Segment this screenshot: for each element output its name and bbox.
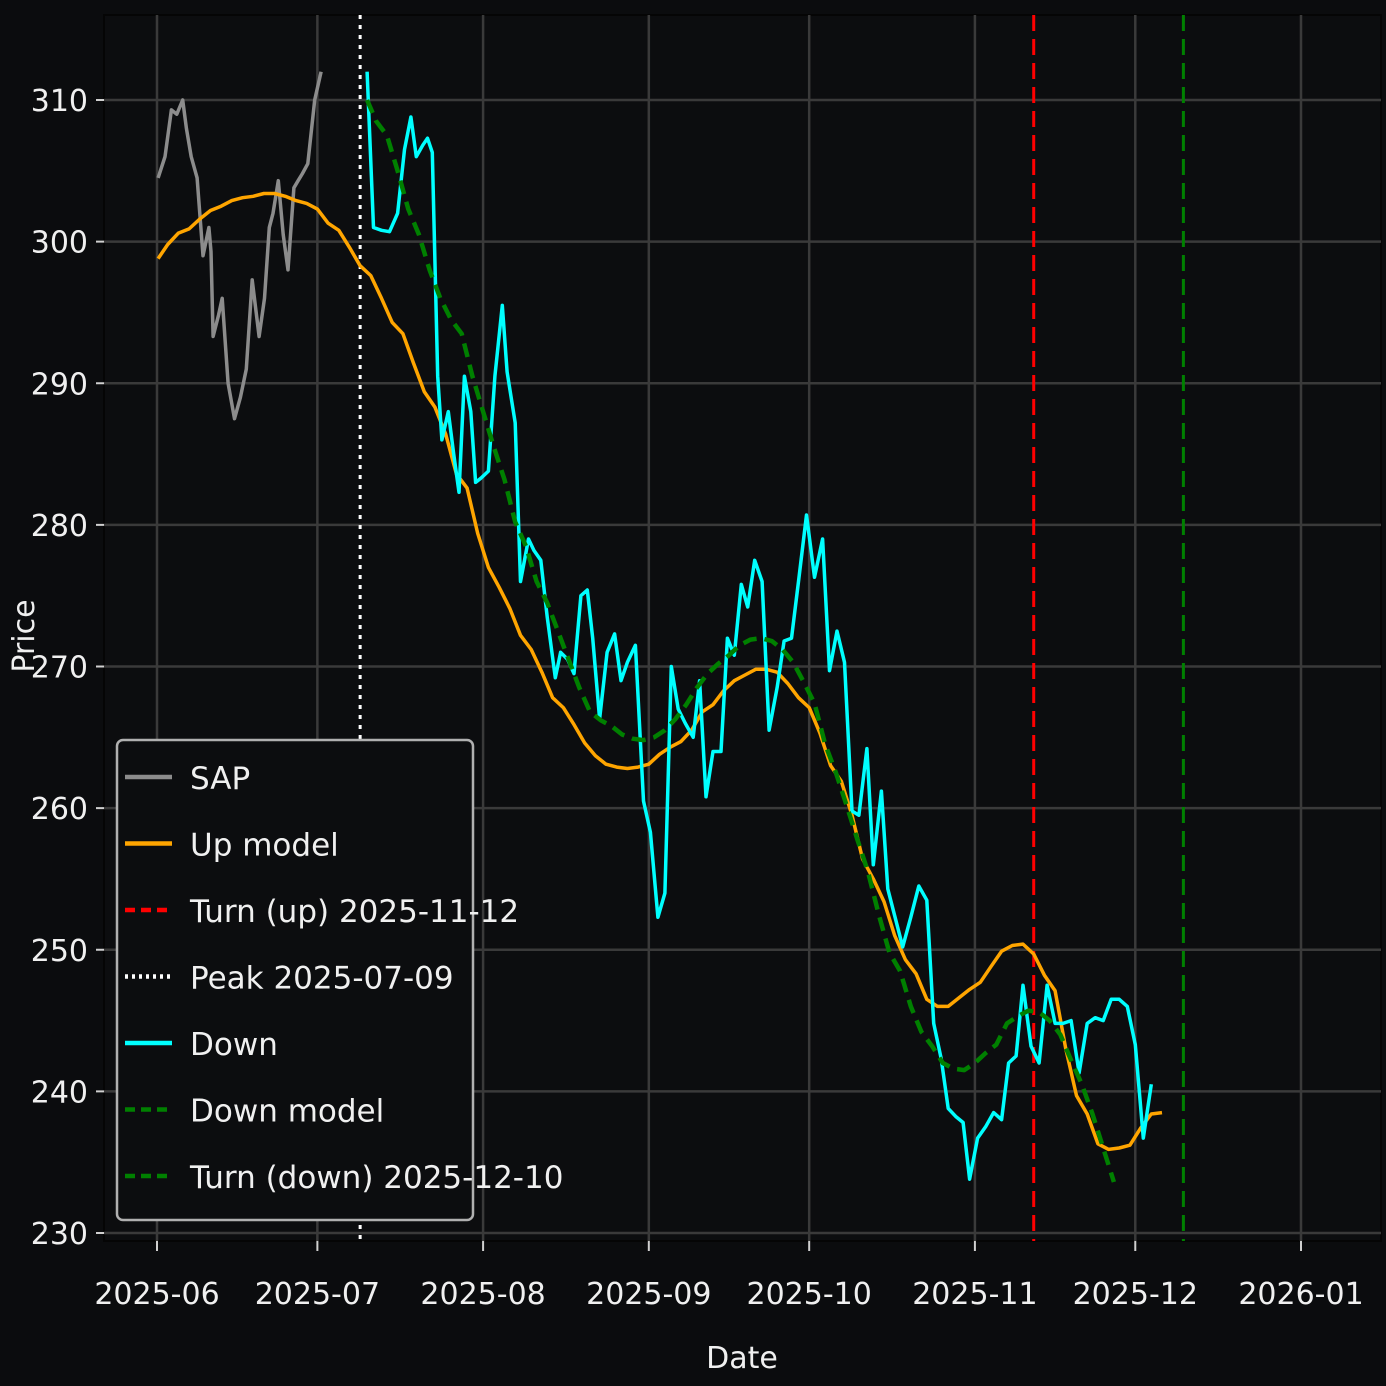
legend: SAP Up model Turn (up) 2025-11-12 Peak 2025… [115,738,563,1222]
series-down [365,71,1154,1181]
data-series [156,71,1163,1183]
grid-lines [104,15,1381,1241]
y-tick-label: 280 [31,509,88,544]
series-sap [156,71,323,421]
legend-item-label: Turn (up) 2025-11-12 [189,894,519,930]
y-tick-label: 230 [31,1217,88,1252]
y-tick-label: 310 [31,84,88,119]
legend-item-label: Down model [190,1094,384,1130]
x-tick-label: 2025-09 [586,1277,711,1312]
y-tick-label: 270 [31,651,88,686]
x-axis-label: Date [706,1341,778,1376]
y-tick-label: 260 [31,792,88,827]
x-tick-label: 2026-01 [1238,1277,1363,1312]
y-axis: 230 240 250 260 270 280 290 300 310 [31,84,104,1252]
x-axis: 2025-06 2025-07 2025-08 2025-09 2025-10 2025-… [94,1241,1364,1312]
y-tick-label: 250 [31,934,88,969]
legend-item-label: SAP [190,761,250,797]
x-tick-label: 2025-07 [255,1277,380,1312]
legend-item-label: Up model [190,828,339,864]
x-tick-label: 2025-10 [747,1277,872,1312]
y-tick-label: 240 [31,1075,88,1110]
y-tick-label: 290 [31,367,88,402]
y-axis-label: Price [7,599,42,672]
x-tick-label: 2025-06 [94,1277,219,1312]
legend-item-label: Peak 2025-07-09 [190,961,454,997]
legend-item-label: Down [190,1027,278,1063]
x-tick-label: 2025-11 [912,1277,1037,1312]
x-tick-label: 2025-12 [1073,1277,1198,1312]
legend-box [115,738,475,1222]
series-up-model [156,191,1163,1152]
y-tick-label: 300 [31,226,88,261]
legend-item-label: Turn (down) 2025-12-10 [189,1160,563,1196]
x-tick-label: 2025-08 [420,1277,545,1312]
series-down-model [365,99,1117,1183]
